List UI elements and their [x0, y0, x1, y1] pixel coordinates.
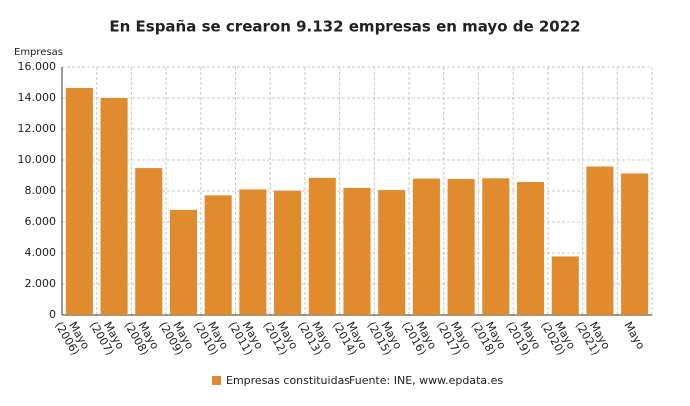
- x-tick-label: Mayo (2016): [399, 313, 441, 360]
- x-tick-label: Mayo (2011): [226, 313, 268, 360]
- y-tick-label: 8.000: [25, 184, 57, 197]
- x-tick-label: Mayo (2007): [87, 313, 129, 360]
- bar: [482, 178, 510, 315]
- y-tick-label: 2.000: [25, 277, 57, 290]
- y-tick-label: 14.000: [18, 91, 57, 104]
- y-tick-label: 12.000: [18, 122, 57, 135]
- x-tick-label: Mayo (2013): [295, 313, 337, 360]
- x-tick-label: Mayo (2018): [469, 313, 511, 360]
- bar: [586, 166, 614, 315]
- y-axis-label: Empresas: [14, 47, 63, 58]
- bar: [239, 189, 267, 315]
- bar: [169, 209, 198, 315]
- bar: [516, 182, 545, 315]
- x-tick-label: Mayo (2010): [191, 313, 233, 360]
- bar: [378, 190, 406, 315]
- y-tick-label: 4.000: [25, 246, 57, 259]
- x-tick-label: Mayo (2014): [330, 313, 372, 360]
- x-tick-label-line: Mayo: [621, 320, 647, 352]
- x-tick-label: Mayo (2019): [503, 313, 545, 360]
- bar: [621, 173, 649, 315]
- bar: [65, 87, 93, 315]
- chart-title: En España se crearon 9.132 empresas en m…: [109, 18, 580, 36]
- y-tick-label: 0: [49, 308, 56, 321]
- x-tick-label: Mayo (2006): [52, 313, 94, 360]
- x-tick-label: Mayo (2008): [122, 313, 164, 360]
- x-tick-label: Mayo (2021): [573, 313, 615, 360]
- bar: [135, 168, 163, 315]
- y-tick-label: 10.000: [18, 153, 57, 166]
- x-tick-label: Mayo: [621, 320, 647, 352]
- bar: [204, 195, 232, 315]
- x-tick-label: Mayo (2009): [156, 313, 198, 360]
- bar: [447, 178, 475, 315]
- bar: [551, 256, 579, 315]
- legend-swatch: [212, 376, 221, 385]
- bar: [343, 187, 371, 315]
- legend-label: Empresas constituidas: [226, 374, 350, 387]
- bar: [100, 98, 128, 315]
- x-tick-label: Mayo (2017): [434, 313, 476, 360]
- bar: [308, 177, 336, 315]
- source: Fuente: INE, www.epdata.es: [349, 374, 503, 387]
- y-tick-label: 6.000: [25, 215, 57, 228]
- x-tick-label: Mayo (2012): [260, 313, 302, 360]
- bar: [274, 190, 302, 315]
- bar: [412, 178, 440, 315]
- x-tick-label: Mayo (2020): [538, 313, 580, 360]
- x-tick-label: Mayo (2015): [365, 313, 407, 360]
- y-tick-label: 16.000: [18, 60, 57, 73]
